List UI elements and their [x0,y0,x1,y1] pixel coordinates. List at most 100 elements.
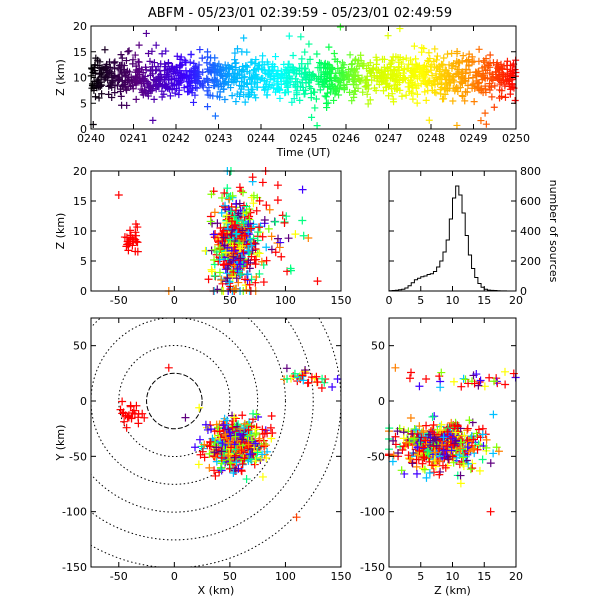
xz-point [210,272,219,281]
time-height-point [362,83,370,91]
y-tick-label: 5 [80,97,87,110]
time-height-point [116,66,124,74]
plan-point [228,423,237,432]
time-height-point [93,79,101,87]
time-height-point [475,78,483,86]
plan-point [200,440,209,449]
x-tick-label: 0244 [247,132,275,145]
xz-point [259,278,268,287]
time-height-point [139,76,147,84]
time-height-point [129,85,137,93]
x-tick-label: 150 [331,570,352,583]
y-axis-label: Z (km) [54,213,67,250]
time-height-point [469,74,477,82]
plan-point [236,425,245,434]
time-height-point [474,79,482,87]
x-axis-label: Time (UT) [276,146,331,159]
y-tick-label: 10 [73,72,87,85]
xz-point [233,264,242,273]
plan-point [251,439,260,448]
time-height-point [316,86,324,94]
xz-point [255,223,264,232]
time-height-point [389,95,397,103]
time-height-point [395,66,403,74]
zy-point [463,443,472,452]
x-tick-label: 0247 [375,132,403,145]
xz-point [215,268,224,277]
plan-point [219,420,228,429]
xz-point [241,275,250,284]
time-height-point [97,69,105,77]
xz-point [124,237,133,246]
xz-point [271,248,280,257]
plan-point [211,471,220,480]
plan-point [220,439,229,448]
xz-point [131,228,140,237]
zy-point [410,425,419,434]
time-height-point [441,90,449,98]
time-height-point [363,72,371,80]
plan-point [229,417,238,426]
zy-point [428,461,437,470]
y-tick-label: 20 [73,165,87,178]
zy-point [435,470,444,479]
zy-point [465,416,474,425]
time-height-point [320,82,328,90]
time-height-point [196,46,204,54]
time-height-point [406,67,414,75]
time-height-point [152,66,160,74]
time-height-point [244,92,252,100]
plan-point [205,463,214,472]
time-height-point [477,117,485,125]
xz-point [221,205,230,214]
time-height-point [343,80,351,88]
x-tick-label: 0 [386,294,393,307]
x-tick-label: 20 [509,294,523,307]
y-tick-label: 400 [520,225,541,238]
time-height-point [420,61,428,69]
plan-point [218,450,227,459]
time-height-point [145,84,153,92]
plan-point [200,453,209,462]
xz-point [251,239,260,248]
zy-point [407,368,416,377]
plan-point [231,451,240,460]
plan-point [246,450,255,459]
zy-point [429,468,438,477]
zy-point [420,465,429,474]
time-height-point [492,73,500,81]
time-height-point [132,81,140,89]
time-height-point [121,77,129,85]
plan-point [255,436,264,445]
zy-point [421,436,430,445]
time-height-point [247,80,255,88]
time-height-point [329,65,337,73]
plan-point [229,469,238,478]
xz-point [304,234,313,243]
zy-point [470,444,479,453]
time-height-point [317,73,325,81]
y-tick-label: 15 [73,195,87,208]
time-height-point [436,75,444,83]
time-height-point [465,61,473,69]
plan-point [210,448,219,457]
time-height-point [244,86,252,94]
plan-point [128,408,137,417]
time-height-point [238,48,246,56]
time-height-point [333,58,341,66]
time-height-point [146,57,154,65]
time-height-point [505,76,513,84]
time-height-point [187,51,195,59]
time-height-point [117,51,125,59]
plan-point [224,451,233,460]
y-tick-label: -150 [360,561,385,574]
time-height-point [273,85,281,93]
plan-point [317,384,326,393]
xz-point [291,230,300,239]
time-height-point [384,32,392,40]
xz-point [267,232,276,241]
time-height-point [487,83,495,91]
time-height-point [160,90,168,98]
time-height-point [164,59,172,67]
